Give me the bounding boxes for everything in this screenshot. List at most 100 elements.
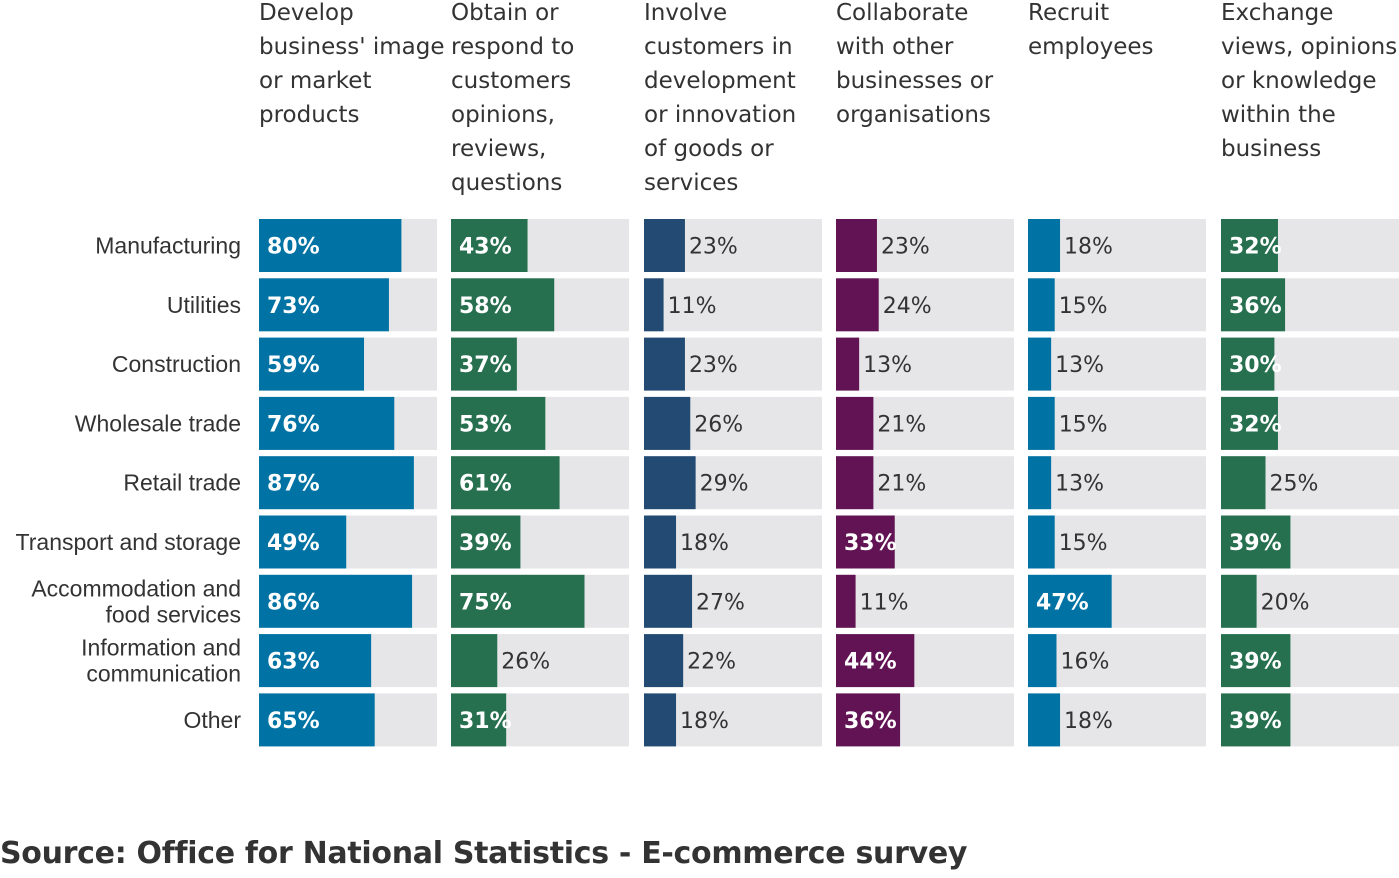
bar bbox=[1221, 456, 1266, 510]
bar bbox=[644, 278, 664, 332]
category-label-1: Manufacturing bbox=[95, 233, 241, 259]
bar bbox=[1028, 515, 1055, 569]
bar-track bbox=[1028, 337, 1206, 391]
category-label-2: Utilities bbox=[167, 292, 241, 318]
data-label: 21% bbox=[877, 412, 926, 437]
bar bbox=[259, 337, 365, 391]
bar bbox=[451, 515, 521, 569]
bar bbox=[1028, 337, 1052, 391]
data-label: 53% bbox=[459, 412, 512, 437]
data-label: 43% bbox=[459, 235, 512, 260]
panel-3: 23% 11% 23% 26% 29% 18% 27% 22% 18% bbox=[644, 219, 822, 747]
data-label: 24% bbox=[883, 294, 932, 319]
bar bbox=[451, 278, 555, 332]
chart-panels: 80% 73% 59% 76% 87% 49% 86% 63% 65% 43% 58% 37% 53% 6… bbox=[259, 219, 1399, 747]
bar bbox=[1028, 219, 1061, 272]
bar bbox=[451, 337, 517, 391]
data-label: 18% bbox=[1064, 709, 1113, 734]
data-label: 18% bbox=[680, 531, 729, 556]
data-label: 63% bbox=[267, 650, 320, 675]
data-label: 18% bbox=[1064, 235, 1113, 260]
bar bbox=[836, 574, 856, 628]
category-label-6: Transport and storage bbox=[16, 529, 241, 555]
bar-track bbox=[836, 574, 1014, 628]
bar-track bbox=[644, 278, 822, 332]
data-label: 33% bbox=[844, 531, 897, 556]
chart: Develop business' image or market productsO… bbox=[16, 0, 1399, 747]
data-label: 30% bbox=[1229, 353, 1282, 378]
bar bbox=[1221, 693, 1291, 747]
bar bbox=[644, 337, 685, 391]
bar bbox=[451, 219, 528, 272]
bar bbox=[836, 634, 915, 688]
bar bbox=[644, 693, 677, 747]
bar-track bbox=[836, 337, 1014, 391]
data-label: 23% bbox=[881, 235, 930, 260]
panel-2: 43% 58% 37% 53% 61% 39% 75% 26% 31% bbox=[451, 219, 629, 747]
bar bbox=[836, 278, 879, 332]
bar bbox=[259, 456, 414, 510]
data-label: 29% bbox=[700, 472, 749, 497]
data-label: 39% bbox=[459, 531, 512, 556]
bar bbox=[259, 219, 402, 272]
category-label-3: Construction bbox=[112, 351, 241, 377]
bar bbox=[451, 456, 560, 510]
data-label: 36% bbox=[1229, 294, 1282, 319]
bar bbox=[1221, 219, 1278, 272]
bar bbox=[259, 574, 413, 628]
data-label: 36% bbox=[844, 709, 897, 734]
data-label: 25% bbox=[1270, 472, 1319, 497]
bar bbox=[259, 693, 375, 747]
bar bbox=[259, 278, 389, 332]
bar bbox=[451, 574, 585, 628]
bar bbox=[259, 515, 347, 569]
column-header-5: Recruit employees bbox=[1028, 0, 1154, 60]
data-label: 15% bbox=[1059, 412, 1108, 437]
data-label: 22% bbox=[687, 650, 736, 675]
bar bbox=[259, 634, 372, 688]
data-label: 37% bbox=[459, 353, 512, 378]
data-label: 80% bbox=[267, 235, 320, 260]
data-label: 11% bbox=[860, 590, 909, 615]
data-label: 39% bbox=[1229, 709, 1282, 734]
data-label: 26% bbox=[694, 412, 743, 437]
data-label: 87% bbox=[267, 472, 320, 497]
data-label: 47% bbox=[1036, 590, 1089, 615]
bar bbox=[451, 693, 507, 747]
bar-track bbox=[1028, 396, 1206, 450]
bar bbox=[259, 396, 395, 450]
bar bbox=[836, 219, 877, 272]
bar bbox=[836, 515, 895, 569]
column-header-1: Develop business' image or market products bbox=[259, 0, 445, 128]
bar bbox=[644, 634, 684, 688]
data-label: 32% bbox=[1229, 412, 1282, 437]
data-label: 32% bbox=[1229, 235, 1282, 260]
panel-1: 80% 73% 59% 76% 87% 49% 86% 63% 65% bbox=[259, 219, 437, 747]
source-note: Source: Office for National Statistics -… bbox=[0, 836, 968, 871]
data-label: 86% bbox=[267, 590, 320, 615]
column-header-6: Exchange views, opinions or knowledge withi… bbox=[1221, 0, 1397, 162]
column-header-4: Collaborate with other businesses or organi… bbox=[836, 0, 994, 128]
bar bbox=[644, 456, 696, 510]
data-label: 44% bbox=[844, 650, 897, 675]
data-label: 58% bbox=[459, 294, 512, 319]
category-label-5: Retail trade bbox=[123, 470, 241, 496]
bar-track bbox=[1028, 634, 1206, 688]
bar-track bbox=[1028, 456, 1206, 510]
data-label: 16% bbox=[1060, 650, 1109, 675]
category-label-4: Wholesale trade bbox=[75, 410, 241, 436]
bar bbox=[1221, 278, 1286, 332]
data-label: 49% bbox=[267, 531, 320, 556]
bar bbox=[644, 515, 677, 569]
data-label: 39% bbox=[1229, 531, 1282, 556]
data-label: 61% bbox=[459, 472, 512, 497]
bar bbox=[1221, 634, 1291, 688]
bar bbox=[644, 396, 691, 450]
data-label: 76% bbox=[267, 412, 320, 437]
bar bbox=[836, 396, 874, 450]
data-label: 39% bbox=[1229, 650, 1282, 675]
column-header-3: Involve customers in development or innovat… bbox=[644, 0, 796, 196]
data-label: 65% bbox=[267, 709, 320, 734]
data-label: 59% bbox=[267, 353, 320, 378]
column-header-2: Obtain or respond to customers opinions, rev… bbox=[451, 0, 574, 196]
